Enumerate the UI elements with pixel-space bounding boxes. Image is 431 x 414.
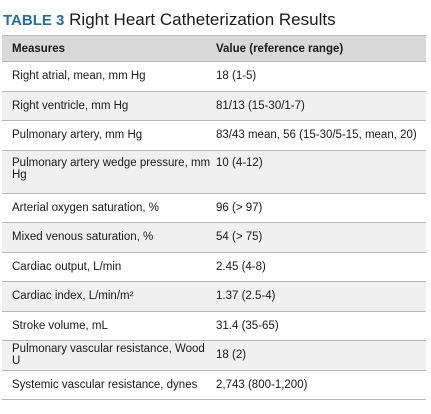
table-row: Right ventricle, mm Hg 81/13 (15-30/1-7) (2, 91, 426, 121)
measure-cell: Arterial oxygen saturation, % (12, 201, 160, 214)
table-header-row: Measures Value (reference range) (2, 36, 426, 62)
value-cell: 2.45 (4-8) (216, 260, 266, 273)
table-row: Cardiac output, L/min 2.45 (4-8) (2, 253, 426, 282)
table-row: Systemic vascular resistance, dynes 2,74… (2, 371, 426, 400)
table-row: Mixed venous saturation, % 54 (> 75) (2, 223, 426, 253)
measure-text: Pulmonary artery wedge pressure, mm Hg (12, 156, 211, 181)
value-cell: 2,743 (800-1,200) (216, 378, 308, 391)
measure-cell: Pulmonary artery wedge pressure, mm Hg (2, 157, 214, 181)
table-title-text: Right Heart Catheterization Results (69, 10, 336, 29)
value-cell: 54 (> 75) (216, 231, 263, 244)
value-cell: 31.4 (35-65) (216, 319, 279, 332)
table-number-label: TABLE 3 (3, 12, 65, 29)
table-row: Pulmonary vascular resistance, Wood U 18… (2, 341, 426, 371)
header-measures: Measures (12, 42, 66, 55)
measure-cell: Right atrial, mean, mm Hg (12, 70, 146, 83)
measure-cell: Cardiac output, L/min (12, 260, 122, 273)
table-title: TABLE 3 Right Heart Catheterization Resu… (3, 10, 336, 31)
measure-cell: Cardiac index, L/min/m² (12, 290, 134, 303)
measure-cell: Systemic vascular resistance, dynes (12, 378, 198, 391)
results-table: Measures Value (reference range) Right a… (2, 35, 426, 400)
value-cell: 83/43 mean, 56 (15-30/5-15, mean, 20) (216, 129, 417, 142)
table-row: Pulmonary artery wedge pressure, mm Hg 1… (2, 150, 426, 194)
measure-cell: Stroke volume, mL (12, 319, 108, 332)
table-row: Stroke volume, mL 31.4 (35-65) (2, 312, 426, 341)
value-cell: 10 (4-12) (216, 156, 263, 169)
measure-cell: Pulmonary vascular resistance, Wood U (12, 343, 205, 368)
measure-cell: Pulmonary artery, mm Hg (12, 129, 143, 142)
table-row: Pulmonary artery, mm Hg 83/43 mean, 56 (… (2, 121, 426, 151)
header-value: Value (reference range) (216, 42, 344, 55)
measure-cell: Right ventricle, mm Hg (12, 99, 129, 112)
value-cell: 96 (> 97) (216, 201, 263, 214)
value-cell: 18 (2) (216, 349, 247, 362)
measure-cell: Mixed venous saturation, % (12, 231, 154, 244)
table-row: Cardiac index, L/min/m² 1.37 (2.5-4) (2, 282, 426, 312)
table-row: Arterial oxygen saturation, % 96 (> 97) (2, 194, 426, 223)
table-row: Right atrial, mean, mm Hg 18 (1-5) (2, 62, 426, 92)
value-cell: 18 (1-5) (216, 70, 257, 83)
value-cell: 1.37 (2.5-4) (216, 290, 276, 303)
value-cell: 81/13 (15-30/1-7) (216, 99, 305, 112)
